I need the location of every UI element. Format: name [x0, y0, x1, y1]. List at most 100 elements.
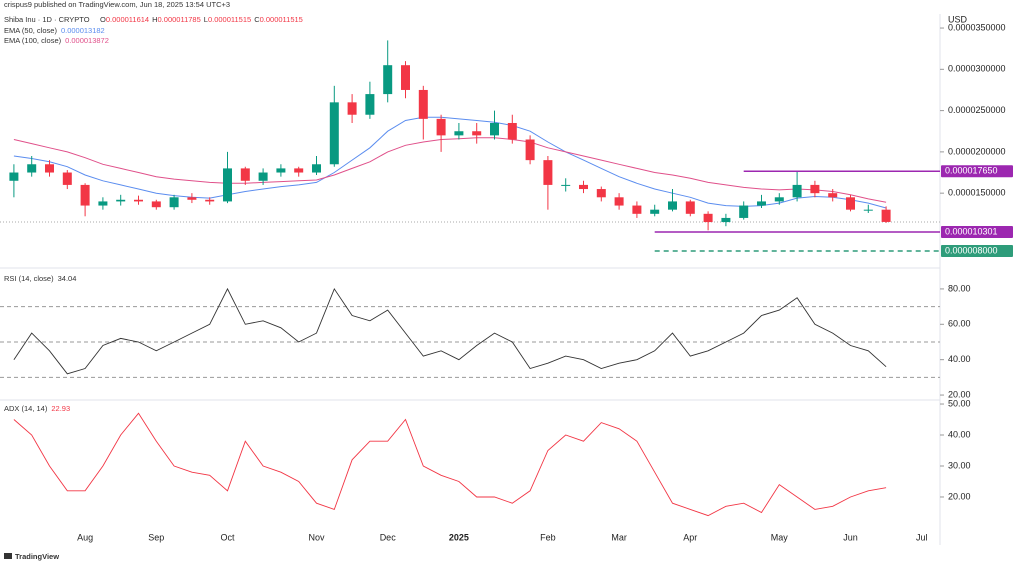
y-tick-label: 0.0000250000 [948, 105, 1006, 115]
candle-body [205, 199, 215, 202]
quote-value: 0.000011515 [260, 15, 303, 24]
candle-body [810, 184, 820, 194]
x-tick-label: Nov [308, 532, 325, 542]
x-tick-label: Feb [540, 532, 556, 542]
level-label: 0.000008000 [945, 245, 998, 255]
candle-body [490, 122, 499, 136]
legend-value: 0.000013872 [65, 36, 109, 45]
candle-body [721, 217, 731, 223]
x-tick-label: Dec [380, 532, 397, 542]
candle-body [27, 164, 37, 173]
level-tag [941, 225, 1013, 238]
candle-body [347, 102, 357, 115]
legend-value: 0.000013182 [61, 26, 105, 35]
candle-body [436, 118, 446, 136]
y-tick-label: 0.0000300000 [948, 64, 1006, 74]
indicator-value: 22.93 [51, 404, 70, 413]
candle-body [846, 197, 855, 210]
y-tick-label: 0.0000350000 [948, 22, 1006, 32]
candle-body [472, 131, 482, 136]
level-tag [941, 244, 1013, 257]
candle-body [401, 65, 410, 90]
quote-value: 0.000011515 [208, 15, 251, 24]
quote-key: C [254, 15, 260, 24]
y-tick-label: 60.00 [948, 319, 971, 329]
candle-body [739, 205, 749, 218]
candle-body [294, 168, 304, 173]
x-tick-label: Mar [611, 532, 627, 542]
candle-body [312, 164, 321, 173]
candle-body [134, 199, 143, 202]
candle-body [169, 197, 179, 208]
y-tick-label: 40.00 [948, 429, 971, 439]
candle-body [223, 168, 232, 202]
indicator-value: 34.04 [58, 274, 77, 283]
y-tick-label: 20.00 [948, 389, 971, 399]
y-tick-label: 0.0000200000 [948, 146, 1006, 156]
candle-body [650, 209, 660, 214]
candle-body [774, 197, 784, 202]
x-tick-label: Sep [148, 532, 164, 542]
y-tick-label: 50.00 [948, 398, 971, 408]
candle-body [685, 201, 695, 214]
publisher: crispus9 published on TradingView.com, J… [4, 0, 230, 9]
quote-value: 0.000011614 [106, 15, 149, 24]
candle-body [80, 184, 90, 206]
candle-body [98, 201, 108, 206]
candle-body [383, 65, 393, 95]
candle-body [792, 184, 802, 198]
indicator-name: RSI (14, close) [4, 274, 54, 283]
candle-body [418, 89, 428, 119]
candle-body [668, 201, 677, 210]
candle-body [507, 122, 517, 140]
x-tick-label: 2025 [449, 532, 469, 542]
quote-key: L [204, 15, 208, 24]
candle-body [276, 168, 286, 173]
level-label: 0.000017650 [945, 166, 998, 176]
x-tick-label: Apr [683, 532, 697, 542]
currency: USD [948, 14, 968, 24]
x-tick-label: Jul [916, 532, 928, 542]
candle-body [454, 131, 464, 136]
legend-name: EMA (50, close) [4, 26, 57, 35]
tv-logo [4, 553, 12, 559]
y-tick-label: 80.00 [948, 283, 971, 293]
candle-body [258, 172, 268, 181]
candle-body [45, 164, 54, 173]
candle-body [525, 139, 535, 161]
candle-body [596, 189, 606, 198]
x-tick-label: Jun [843, 532, 858, 542]
symbol: Shiba Inu · 1D · CRYPTO [4, 15, 90, 24]
x-tick-label: Aug [77, 532, 93, 542]
x-tick-label: Oct [220, 532, 235, 542]
level-tag [941, 165, 1013, 178]
quote-value: 0.000011785 [158, 15, 201, 24]
legend-name: EMA (100, close) [4, 36, 62, 45]
candle-body [151, 201, 161, 208]
candle-body [632, 205, 642, 214]
candle-body [187, 197, 197, 200]
y-tick-label: 0.0000150000 [948, 188, 1006, 198]
candle-body [881, 209, 891, 222]
x-tick-label: May [771, 532, 789, 542]
series-line [13, 287, 887, 375]
candle-body [62, 172, 72, 185]
candle-body [116, 199, 126, 202]
candle-body [828, 193, 838, 198]
candle-body [614, 197, 624, 206]
candle-body [561, 184, 571, 186]
brand: TradingView [15, 552, 59, 561]
y-tick-label: 20.00 [948, 491, 971, 501]
candle-body [703, 213, 713, 223]
series-line [13, 137, 887, 203]
candle-body [543, 160, 553, 185]
y-tick-label: 30.00 [948, 460, 971, 470]
series-line [13, 412, 887, 517]
quote-key: H [152, 15, 157, 24]
y-tick-label: 40.00 [948, 354, 971, 364]
level-label: 0.000010301 [945, 226, 998, 236]
candle-body [757, 201, 766, 206]
candle-body [9, 172, 19, 181]
